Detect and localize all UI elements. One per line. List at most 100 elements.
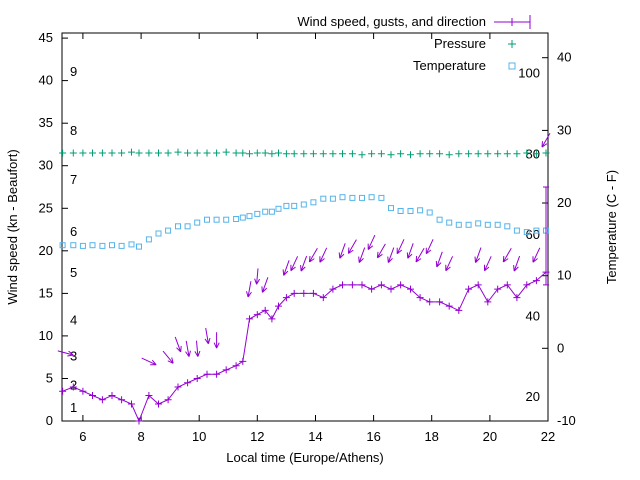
beaufort-label: 1 (70, 400, 77, 415)
fahrenheit-label: 40 (526, 308, 540, 323)
wind-marker (348, 281, 356, 289)
wind-marker (523, 281, 531, 289)
wind-marker (329, 285, 337, 293)
x-tick-label: 18 (424, 429, 438, 444)
fahrenheit-label: 20 (526, 389, 540, 404)
pressure-marker (436, 150, 444, 158)
pressure-marker (368, 150, 376, 158)
wind-marker (145, 392, 153, 399)
wind-marker (59, 387, 67, 395)
temperature-marker (378, 194, 385, 201)
y-right-tick-label: 40 (557, 50, 571, 65)
temperature-marker (246, 213, 253, 220)
x-tick-label: 22 (541, 429, 555, 444)
pressure-marker (174, 148, 182, 156)
wind-marker (474, 281, 482, 289)
temperature-marker (465, 221, 472, 228)
temperature-marker (388, 205, 394, 212)
y-right-tick-label: 0 (557, 340, 564, 355)
temperature-marker (59, 242, 66, 249)
direction-arrow-icon (319, 247, 328, 263)
pressure-marker (455, 150, 463, 158)
axes (61, 32, 549, 422)
wind-marker (232, 362, 240, 370)
pressure-marker (407, 151, 414, 159)
temperature-series (59, 194, 549, 250)
y-left-tick-label: 30 (39, 158, 53, 173)
temperature-marker (165, 227, 172, 234)
temperature-marker (268, 208, 275, 215)
y-right-tick-label: -10 (557, 413, 576, 428)
temperature-marker (233, 216, 240, 222)
x-tick-label: 12 (250, 429, 264, 444)
temperature-marker (339, 194, 346, 201)
direction-arrow-icon (406, 243, 414, 259)
pressure-marker (445, 151, 453, 159)
temperature-marker (254, 210, 261, 217)
wind-marker (69, 383, 77, 391)
direction-arrow-icon (308, 247, 318, 263)
fahrenheit-label: 100 (518, 66, 540, 81)
y-left-tick-label: 5 (46, 371, 53, 386)
wind-direction-arrows (57, 133, 551, 366)
temperature-marker (283, 202, 290, 209)
y-left-tick-label: 45 (39, 30, 53, 45)
temperature-marker (136, 243, 142, 250)
pressure-marker (155, 149, 162, 157)
direction-arrow-icon (367, 234, 376, 250)
y-left-tick-label: 0 (46, 413, 53, 428)
temperature-marker (436, 216, 443, 223)
temperature-marker (310, 199, 317, 206)
direction-arrow-icon (358, 247, 366, 263)
fahrenheit-label: 80 (526, 146, 540, 161)
direction-arrow-icon (141, 357, 157, 366)
wind-marker (253, 311, 261, 319)
temperature-marker (320, 195, 327, 202)
direction-arrow-icon (376, 243, 386, 259)
wind-marker (465, 285, 473, 293)
y-right-tick-label: 30 (557, 122, 571, 137)
temperature-marker (175, 223, 181, 230)
wind-marker (164, 396, 172, 404)
wind-marker (203, 370, 211, 378)
direction-arrow-icon (290, 256, 299, 272)
pressure-marker (69, 149, 77, 157)
wind-marker (513, 294, 521, 302)
temperature-marker (484, 221, 491, 228)
y-axis-label-left: Wind speed (kn - Beaufort) (5, 149, 20, 304)
direction-arrow-icon (300, 255, 308, 272)
pressure-marker (59, 149, 67, 157)
direction-arrow-icon (425, 239, 434, 255)
temperature-marker (494, 221, 501, 228)
pressure-marker (222, 148, 230, 156)
pressure-marker (532, 150, 540, 158)
wind-marker (282, 294, 290, 302)
beaufort-label: 5 (70, 265, 77, 280)
pressure-marker (300, 150, 308, 158)
pressure-marker (290, 150, 298, 158)
wind-marker (416, 294, 424, 302)
wind-marker (79, 387, 87, 395)
temperature-marker (504, 223, 511, 230)
direction-arrow-icon (185, 340, 191, 357)
temperature-marker (79, 242, 86, 249)
wind-marker (426, 298, 434, 306)
temperature-marker (397, 208, 404, 214)
beaufort-label: 3 (70, 348, 77, 363)
x-tick-label: 20 (483, 429, 497, 444)
wind-marker (239, 357, 247, 365)
temperature-marker (70, 242, 77, 249)
pressure-marker (79, 149, 87, 157)
direction-arrow-icon (445, 256, 454, 272)
pressure-marker (503, 150, 511, 158)
temperature-marker (455, 221, 462, 228)
wind-marker (319, 294, 327, 302)
temperature-marker (513, 227, 520, 234)
direction-arrow-icon (415, 247, 425, 263)
direction-arrow-icon (246, 281, 252, 298)
pressure-series (59, 148, 550, 159)
temperature-marker (349, 194, 356, 201)
legend-sample-wind-marker (508, 18, 516, 26)
direction-arrow-icon (513, 255, 521, 272)
